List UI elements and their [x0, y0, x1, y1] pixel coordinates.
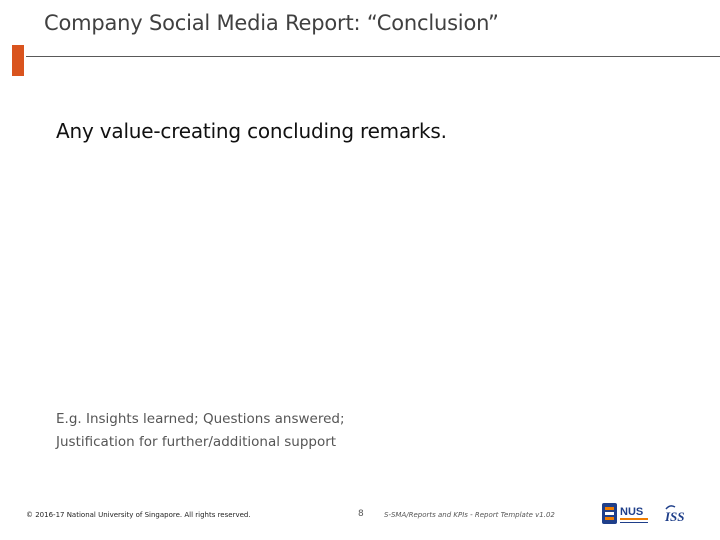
svg-text:NUS: NUS — [620, 506, 643, 518]
nus-logo: NUS — [602, 503, 648, 524]
slide-title: Company Social Media Report: “Conclusion… — [44, 11, 499, 35]
svg-text:ISS: ISS — [664, 509, 685, 524]
title-divider — [26, 56, 720, 57]
footer-reference: S-SMA/Reports and KPIs - Report Template… — [384, 511, 555, 519]
example-note: E.g. Insights learned; Questions answere… — [56, 408, 345, 454]
footer-copyright: © 2016-17 National University of Singapo… — [26, 511, 251, 519]
slide-headline: Any value-creating concluding remarks. — [56, 119, 447, 143]
note-line-2: Justification for further/additional sup… — [56, 434, 337, 450]
title-accent-bar — [12, 45, 24, 76]
iss-logo: ISS — [664, 505, 685, 524]
note-line-1: E.g. Insights learned; Questions answere… — [56, 411, 345, 427]
footer-page-number: 8 — [358, 509, 364, 519]
